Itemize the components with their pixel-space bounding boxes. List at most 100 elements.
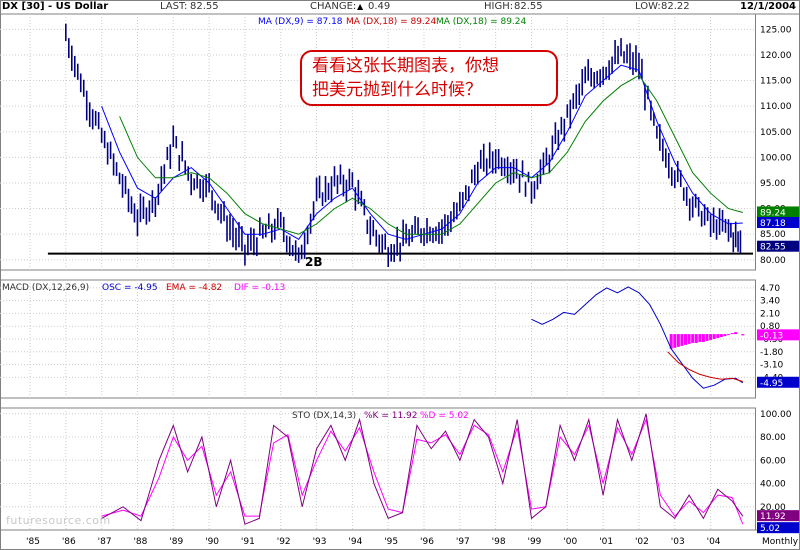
dif-bar: [723, 334, 727, 337]
price-value-label: 87.18: [760, 219, 786, 229]
dif-bar: [712, 334, 716, 339]
callout-line-1: 看看这张长期图表，你想: [312, 56, 499, 76]
x-tick-label: '88: [133, 537, 147, 547]
price-y-tick: 105.00: [760, 128, 792, 138]
high-label: HIGH:: [484, 1, 514, 12]
callout-line-2: 把美元抛到什么时候？: [312, 80, 482, 100]
dif-bar: [727, 334, 731, 336]
macd-osc-value-label: -4.95: [760, 379, 783, 389]
price-y-tick: 110.00: [760, 102, 792, 112]
dif-bar: [680, 334, 684, 346]
x-tick-label: '85: [26, 537, 40, 547]
x-tick-label: '97: [456, 537, 470, 547]
x-tick-label: '94: [348, 537, 362, 547]
x-tick-label: '93: [313, 537, 327, 547]
x-tick-label: '87: [98, 537, 112, 547]
price-value-label: 89.24: [760, 208, 786, 218]
price-y-tick: 115.00: [760, 77, 792, 87]
sto-k-value-box: [757, 510, 799, 522]
dif-bar: [691, 334, 695, 343]
macd-y-tick: 3.40: [760, 297, 780, 307]
macd-line-osc: [531, 286, 744, 389]
dif-bar: [698, 334, 702, 342]
ma-line-2: [119, 74, 743, 235]
dif-bar: [705, 334, 709, 341]
dif-bar: [716, 334, 720, 339]
dif-bar: [669, 334, 673, 349]
macd-y-tick: -1.80: [760, 348, 784, 358]
macd-legend-item: MACD (DX,12,26,9): [2, 283, 89, 293]
price-legend-item: MA (DX,9) = 87.18: [258, 17, 343, 27]
price-legend-item: MA (DX,18) = 89.24: [436, 17, 527, 27]
low-label: LOW:: [635, 1, 661, 12]
change-label: CHANGE:: [310, 1, 357, 12]
sto-line-d: [101, 417, 744, 525]
price-value-label: 85.00: [760, 230, 786, 240]
price-value-label-box: [757, 206, 799, 218]
sto-legend-item: %K = 11.92: [364, 411, 417, 421]
quote-date: 12/1/2004: [740, 1, 797, 12]
x-tick-label-monthly: Monthly: [762, 537, 799, 547]
dif-bar: [684, 334, 688, 345]
high-value: 82.55: [514, 1, 543, 12]
watermark-logo: futuresource.com: [6, 514, 111, 527]
sto-line-k: [101, 413, 744, 525]
x-tick-label: '01: [599, 537, 613, 547]
symbol-title: DX [30] - US Dollar: [2, 1, 109, 12]
macd-y-tick: -3.10: [760, 361, 784, 371]
macd-legend-item: OSC = -4.95: [102, 283, 158, 293]
dif-bar: [687, 334, 691, 344]
sto-legend-item: %D = 5.02: [420, 411, 469, 421]
macd-y-tick: 0.80: [760, 322, 780, 332]
macd-legend-item: EMA = -4.82: [166, 283, 222, 293]
sto-k-value-label: 11.92: [760, 512, 786, 522]
price-y-tick: 120.00: [760, 51, 792, 61]
macd-line-ema: [667, 351, 743, 382]
macd-dif-value-box: [757, 329, 799, 341]
last-value: 82.55: [190, 1, 219, 12]
x-tick-label: '89: [169, 537, 183, 547]
dif-bar: [694, 334, 698, 343]
panel-frame-price: [0, 13, 756, 271]
macd-y-tick: 4.70: [760, 284, 780, 294]
price-y-tick: 80.00: [760, 256, 786, 266]
x-tick-label: '03: [671, 537, 685, 547]
macd-osc-value-box: [757, 376, 799, 388]
low-value: 82.22: [661, 1, 690, 12]
sto-y-tick: 20.00: [760, 503, 786, 513]
sto-d-value-label: 5.02: [760, 524, 780, 534]
dif-bar: [734, 332, 738, 335]
price-y-tick: 95.00: [760, 179, 786, 189]
price-legend-item: MA (DX,18) = 89.24: [346, 17, 437, 27]
sto-y-tick: 40.00: [760, 480, 786, 490]
macd-legend-item: DIF = -0.13: [234, 283, 285, 293]
dif-bar: [701, 334, 705, 342]
x-tick-label: '90: [205, 537, 219, 547]
x-tick-label: '98: [492, 537, 506, 547]
annotation-2b: 2B: [305, 255, 323, 269]
price-value-label-box: [757, 216, 799, 228]
price-value-label: 82.55: [760, 243, 786, 253]
price-y-tick: 125.00: [760, 25, 792, 35]
price-y-tick: 100.00: [760, 153, 792, 163]
last-label: LAST:: [160, 1, 188, 12]
sto-y-tick: 80.00: [760, 433, 786, 443]
macd-dif-value-label: -0.13: [760, 331, 783, 341]
macd-y-tick: 2.10: [760, 309, 780, 319]
sto-y-tick: 60.00: [760, 456, 786, 466]
x-tick-label: '00: [563, 537, 577, 547]
change-value: 0.49: [368, 1, 391, 12]
x-tick-label: '04: [707, 537, 721, 547]
sto-d-value-box: [757, 522, 799, 534]
x-tick-label: '86: [62, 537, 76, 547]
dif-bar: [741, 334, 745, 336]
change-up-arrow-icon: ▲: [357, 2, 364, 11]
dif-bar: [676, 334, 680, 347]
callout-box: 看看这张长期图表，你想 把美元抛到什么时候？: [300, 50, 558, 106]
sto-y-tick: 100.00: [760, 410, 792, 420]
x-tick-label: '96: [420, 537, 434, 547]
price-value-label-box: [757, 228, 799, 240]
x-tick-label: '91: [241, 537, 255, 547]
